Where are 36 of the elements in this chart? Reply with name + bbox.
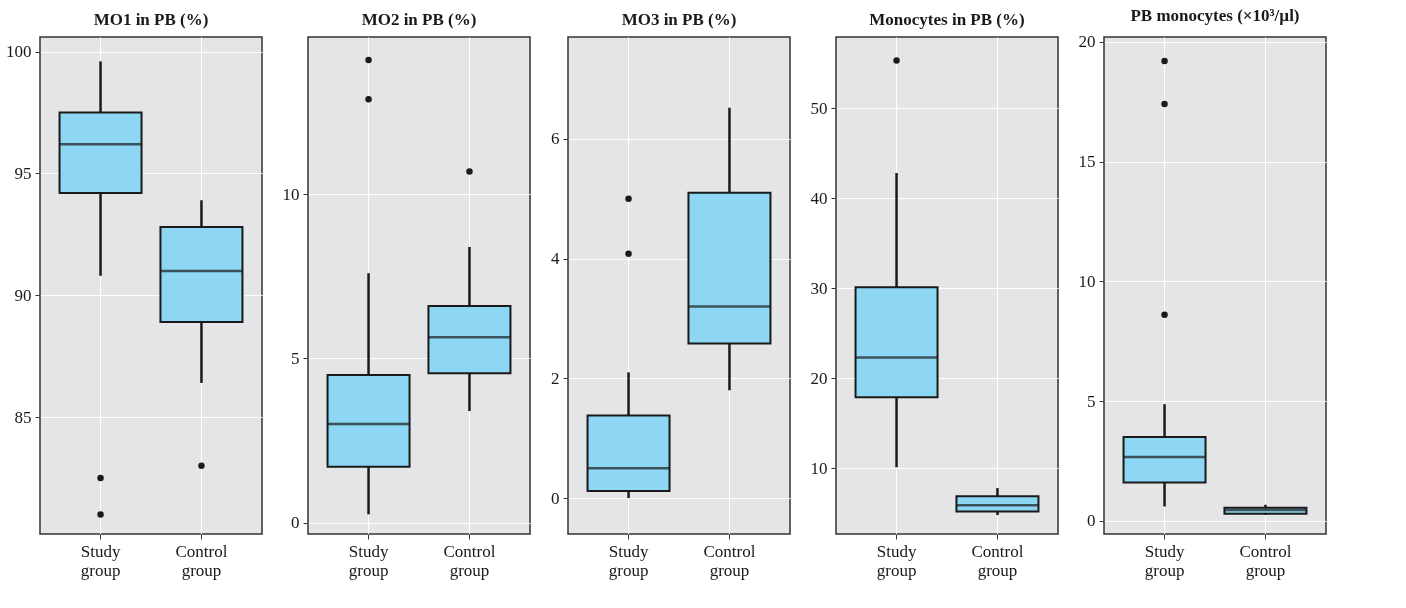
y-tick-label: 10 bbox=[1078, 271, 1096, 291]
y-tick-label: 20 bbox=[810, 368, 828, 388]
x-tick-label: Study group bbox=[876, 541, 917, 580]
x-tick-label: Control group bbox=[703, 541, 756, 580]
x-tick-label: Control group bbox=[1239, 541, 1292, 580]
y-tick-label: 2 bbox=[551, 368, 560, 388]
y-tick-label: 90 bbox=[14, 285, 32, 305]
y-tick-label: 95 bbox=[14, 163, 32, 183]
y-tick-label: 10 bbox=[810, 458, 828, 478]
x-tick-label: Control group bbox=[971, 541, 1024, 580]
x-tick-label: Study group bbox=[348, 541, 389, 580]
chart-title: Monocytes in PB (%) bbox=[869, 10, 1025, 29]
y-tick-label: 30 bbox=[810, 278, 828, 298]
chart-title: MO2 in PB (%) bbox=[361, 10, 477, 29]
y-tick-label: 40 bbox=[810, 188, 828, 208]
x-tick-label: Study group bbox=[1144, 541, 1185, 580]
y-tick-label: 4 bbox=[551, 249, 560, 269]
y-tick-label: 10 bbox=[282, 184, 300, 204]
x-tick-label: Study group bbox=[80, 541, 121, 580]
y-tick-label: 100 bbox=[6, 42, 32, 62]
y-tick-label: 50 bbox=[810, 98, 828, 118]
y-tick-label: 0 bbox=[1087, 511, 1096, 531]
y-tick-label: 0 bbox=[551, 488, 560, 508]
y-tick-label: 85 bbox=[14, 407, 32, 427]
y-tick-label: 15 bbox=[1078, 152, 1096, 172]
y-tick-label: 20 bbox=[1078, 32, 1096, 52]
x-tick-label: Control group bbox=[443, 541, 496, 580]
y-tick-label: 5 bbox=[1087, 391, 1096, 411]
y-tick-label: 5 bbox=[291, 348, 300, 368]
chart-title: MO3 in PB (%) bbox=[621, 10, 737, 29]
x-tick-label: Control group bbox=[175, 541, 228, 580]
y-tick-label: 0 bbox=[291, 513, 300, 533]
chart-title: MO1 in PB (%) bbox=[93, 10, 209, 29]
y-tick-label: 6 bbox=[551, 129, 560, 149]
x-tick-label: Study group bbox=[608, 541, 649, 580]
chart-title: PB monocytes (×10³/µl) bbox=[1130, 5, 1300, 25]
